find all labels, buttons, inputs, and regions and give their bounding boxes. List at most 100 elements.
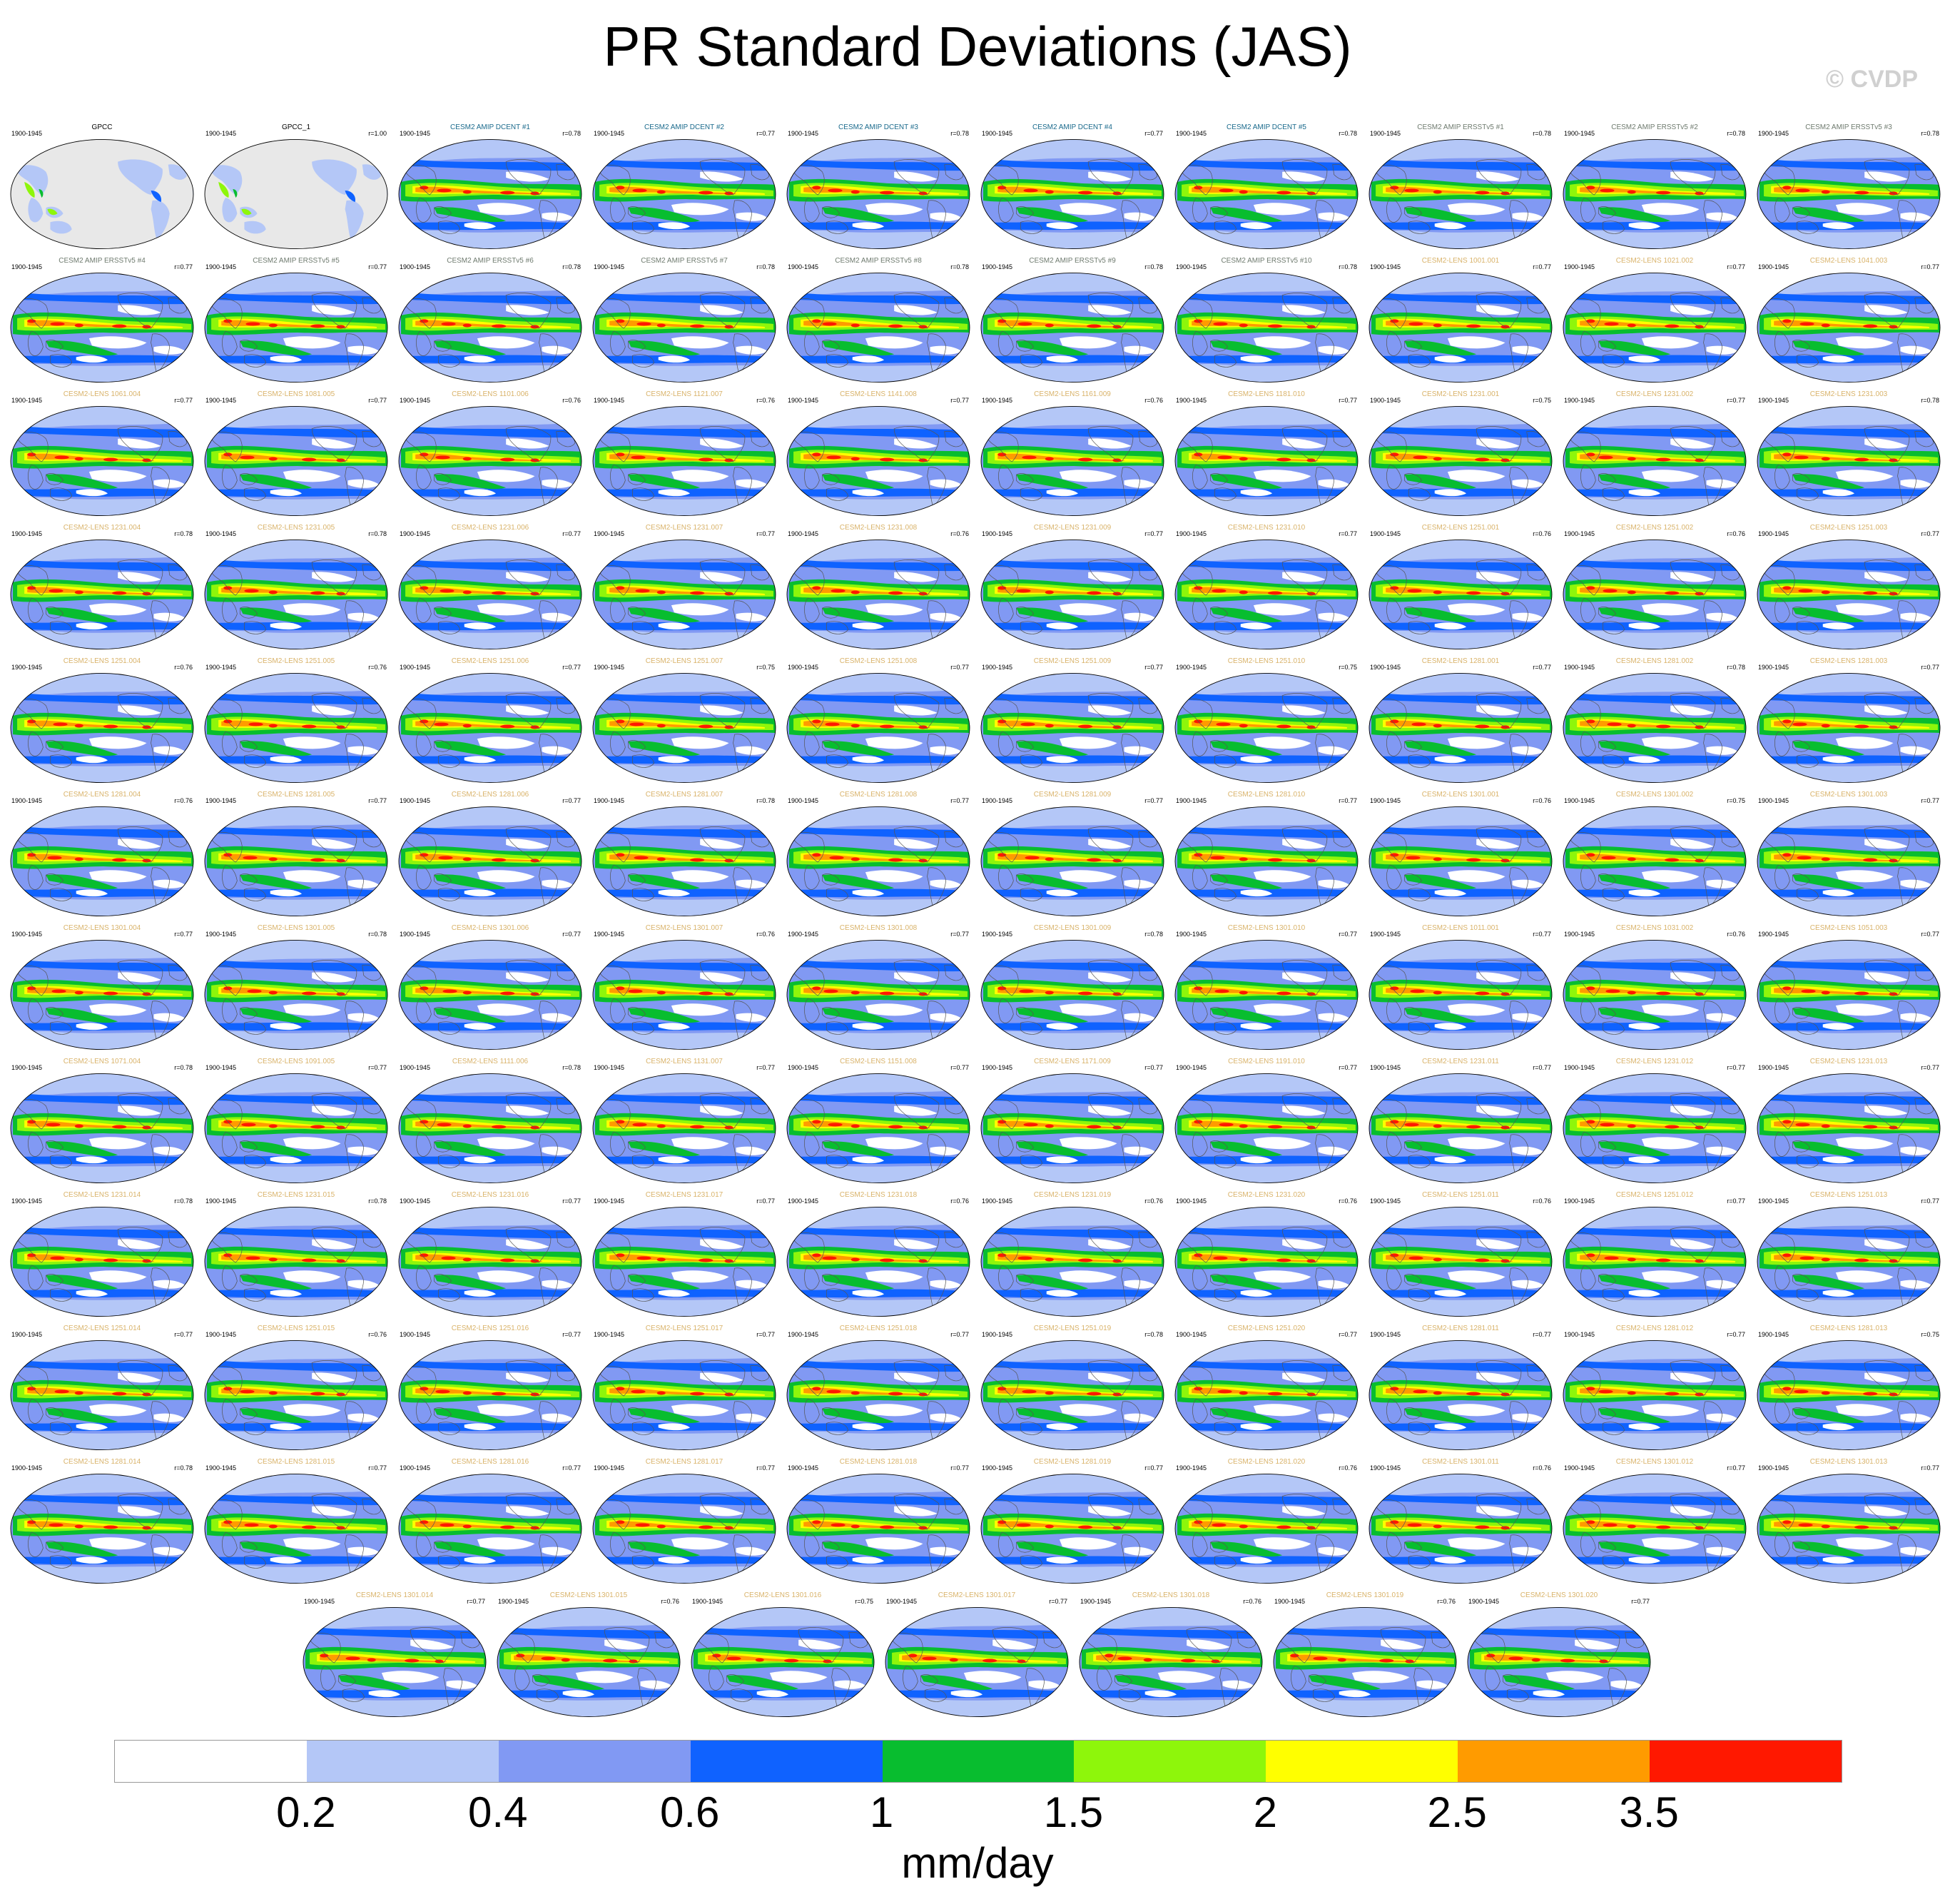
panel-correlation: r=0.78 [562, 130, 581, 137]
globe-map [204, 1073, 388, 1184]
panel-period: 1900-1945 [982, 130, 1013, 137]
panel-title: CESM2-LENS 1281.001 [1421, 657, 1500, 665]
map-panel: CESM2-LENS 1161.009 1900-1945 r=0.76 [979, 390, 1166, 532]
globe-map [1563, 1340, 1747, 1451]
panel-period: 1900-1945 [1758, 397, 1789, 404]
globe-map [1174, 1073, 1359, 1184]
panel-title: CESM2-LENS 1231.015 [257, 1191, 335, 1199]
colorbar-box [690, 1741, 883, 1782]
panel-correlation: r=0.78 [174, 530, 193, 537]
panel-title: CESM2-LENS 1011.001 [1422, 924, 1499, 932]
map-panel: CESM2 AMIP DCENT #1 1900-1945 r=0.78 [397, 123, 584, 265]
panel-correlation: r=0.77 [1921, 931, 1939, 938]
panel-correlation: r=0.78 [1921, 397, 1939, 404]
panel-title: CESM2-LENS 1251.002 [1615, 524, 1694, 532]
panel-correlation: r=0.75 [1339, 664, 1357, 671]
map-panel: CESM2-LENS 1301.018 1900-1945 r=0.76 [1077, 1591, 1264, 1733]
panel-period: 1900-1945 [1176, 1331, 1207, 1338]
globe-map [1757, 1473, 1941, 1584]
panel-title: CESM2-LENS 1231.005 [257, 524, 335, 532]
map-panel: CESM2-LENS 1301.007 1900-1945 r=0.76 [591, 924, 778, 1066]
panel-correlation: r=0.77 [1144, 1064, 1163, 1071]
panel-title: CESM2-LENS 1251.014 [63, 1325, 141, 1332]
panel-correlation: r=0.77 [1049, 1598, 1067, 1605]
panel-title: CESM2 AMIP ERSSTv5 #7 [641, 257, 728, 265]
panel-period: 1900-1945 [788, 1331, 819, 1338]
panel-correlation: r=0.77 [950, 1464, 969, 1472]
panel-title: CESM2-LENS 1231.020 [1227, 1191, 1306, 1199]
panel-period: 1900-1945 [400, 931, 431, 938]
colorbar-tick-label: 0.2 [276, 1788, 336, 1836]
globe-map [1757, 672, 1941, 784]
globe-map [204, 1340, 388, 1451]
panel-correlation: r=0.77 [1921, 263, 1939, 270]
globe-map [10, 672, 194, 784]
panel-title: CESM2-LENS 1231.013 [1809, 1058, 1888, 1065]
globe-map [1174, 539, 1359, 650]
map-panel: CESM2-LENS 1251.017 1900-1945 r=0.77 [591, 1325, 778, 1467]
panel-title: CESM2-LENS 1041.003 [1809, 257, 1888, 265]
panel-title: CESM2-LENS 1281.018 [839, 1458, 918, 1466]
panel-correlation: r=0.77 [756, 1064, 775, 1071]
globe-map [1174, 939, 1359, 1050]
panel-correlation: r=0.78 [756, 797, 775, 804]
panel-correlation: r=0.77 [562, 664, 581, 671]
panel-correlation: r=0.77 [756, 1464, 775, 1472]
panel-correlation: r=0.77 [1727, 263, 1745, 270]
panel-period: 1900-1945 [594, 931, 625, 938]
map-panel: CESM2-LENS 1301.011 1900-1945 r=0.76 [1367, 1458, 1554, 1600]
panel-period: 1900-1945 [788, 797, 819, 804]
panel-correlation: r=0.76 [661, 1598, 679, 1605]
globe-map [1368, 1206, 1553, 1317]
panel-correlation: r=0.77 [1727, 1464, 1745, 1472]
globe-map [204, 405, 388, 517]
panel-title: CESM2-LENS 1301.010 [1227, 924, 1306, 932]
panel-title: CESM2-LENS 1231.003 [1809, 390, 1888, 398]
panel-title: CESM2 AMIP ERSSTv5 #10 [1221, 257, 1312, 265]
map-panel: CESM2-LENS 1251.015 1900-1945 r=0.76 [203, 1325, 390, 1467]
globe-map [1368, 939, 1553, 1050]
panel-title: CESM2-LENS 1031.002 [1615, 924, 1694, 932]
panel-correlation: r=0.77 [756, 1331, 775, 1338]
map-panel: CESM2-LENS 1281.012 1900-1945 r=0.77 [1561, 1325, 1748, 1467]
panel-correlation: r=0.77 [756, 530, 775, 537]
panel-correlation: r=0.76 [950, 1197, 969, 1205]
panel-period: 1900-1945 [982, 1464, 1013, 1472]
panel-title: CESM2 AMIP ERSSTv5 #4 [59, 257, 146, 265]
globe-map [1757, 272, 1941, 383]
panel-correlation: r=0.77 [1921, 530, 1939, 537]
panel-title: CESM2-LENS 1301.001 [1421, 791, 1500, 799]
map-panel: GPCC 1900-1945 [9, 123, 196, 265]
panel-period: 1900-1945 [400, 1064, 431, 1071]
panel-correlation: r=0.77 [1533, 1064, 1551, 1071]
map-panel: CESM2-LENS 1231.014 1900-1945 r=0.78 [9, 1191, 196, 1333]
panel-title: CESM2-LENS 1281.005 [257, 791, 335, 799]
panel-period: 1900-1945 [205, 263, 237, 270]
panel-title: CESM2-LENS 1231.006 [451, 524, 529, 532]
globe-map [1563, 1206, 1747, 1317]
globe-map [1757, 939, 1941, 1050]
panel-period: 1900-1945 [1370, 1064, 1401, 1071]
panel-title: CESM2-LENS 1301.006 [451, 924, 529, 932]
map-panel: CESM2-LENS 1251.012 1900-1945 r=0.77 [1561, 1191, 1748, 1333]
panel-period: 1900-1945 [11, 530, 43, 537]
panel-title: CESM2-LENS 1251.018 [839, 1325, 918, 1332]
globe-map [1368, 539, 1553, 650]
map-panel: CESM2-LENS 1231.017 1900-1945 r=0.77 [591, 1191, 778, 1333]
panel-correlation: r=0.77 [1727, 397, 1745, 404]
map-panel: CESM2-LENS 1301.016 1900-1945 r=0.75 [689, 1591, 876, 1733]
globe-map [786, 1206, 970, 1317]
panel-title: CESM2-LENS 1001.001 [1421, 257, 1500, 265]
map-panel: CESM2-LENS 1231.004 1900-1945 r=0.78 [9, 524, 196, 666]
panel-title: CESM2-LENS 1101.006 [452, 390, 529, 398]
globe-map [398, 1206, 582, 1317]
colorbar-tick-label: 1.5 [1043, 1788, 1104, 1836]
panel-title: CESM2 AMIP DCENT #2 [644, 123, 724, 131]
globe-map [1273, 1606, 1457, 1718]
panel-period: 1900-1945 [1370, 1331, 1401, 1338]
globe-map [592, 672, 776, 784]
map-panel: CESM2-LENS 1231.018 1900-1945 r=0.76 [785, 1191, 972, 1333]
panel-correlation: r=0.77 [1339, 931, 1357, 938]
panel-period: 1900-1945 [400, 1331, 431, 1338]
panel-period: 1900-1945 [982, 1331, 1013, 1338]
